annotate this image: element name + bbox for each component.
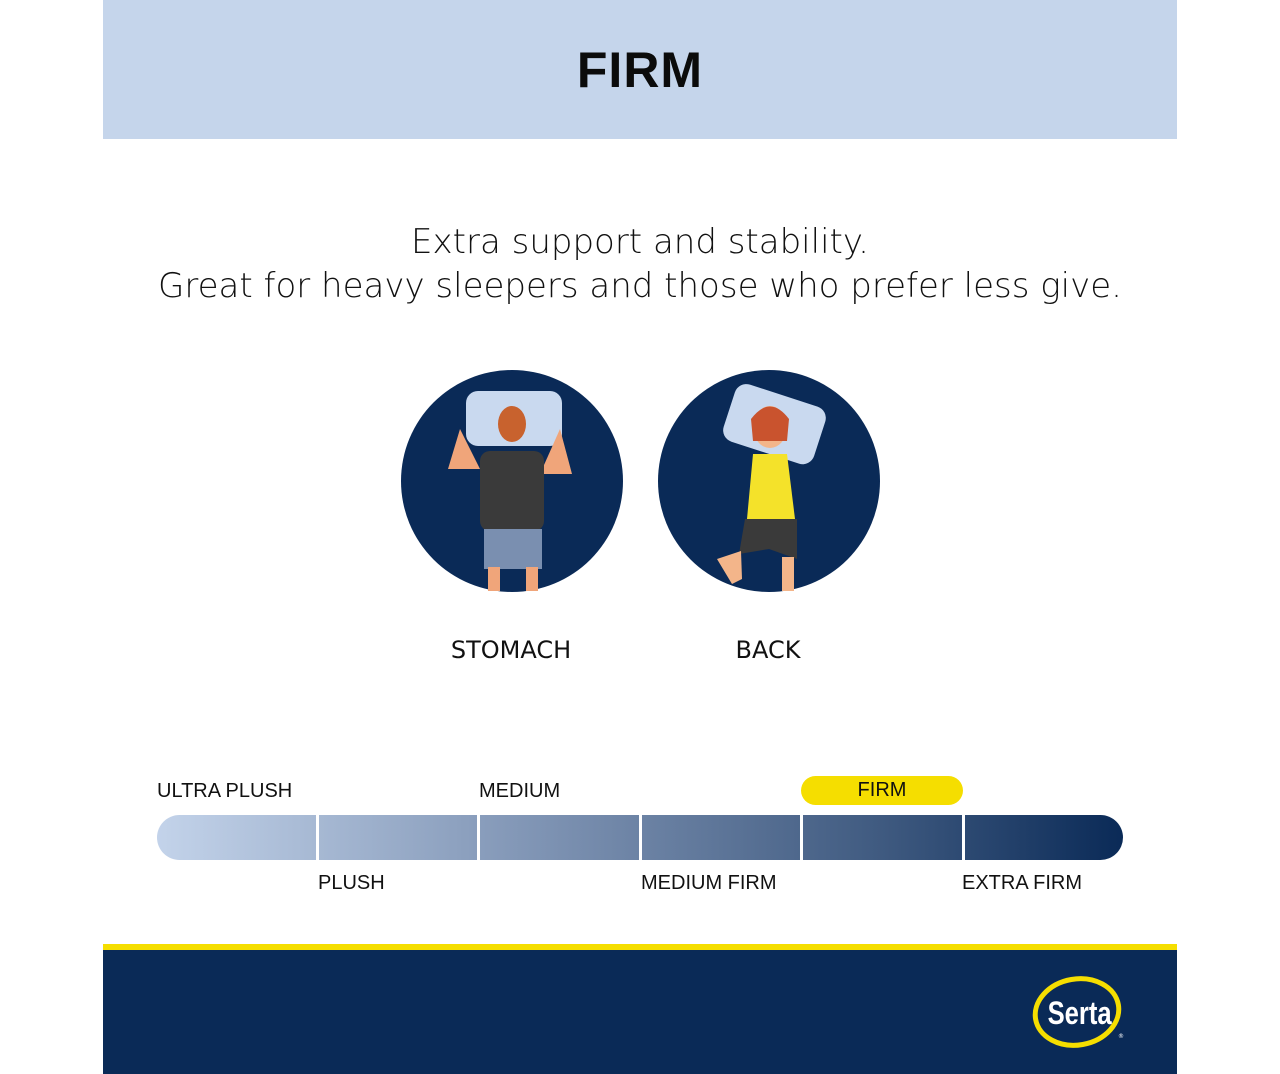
- tagline-line-2: Great for heavy sleepers and those who p…: [158, 266, 1122, 306]
- position-label-back: BACK: [735, 636, 801, 664]
- scale-segment-extra-firm: [965, 815, 1124, 860]
- scale-segment-firm: [803, 815, 965, 860]
- divider: [103, 944, 1177, 950]
- scale-segment-medium: [480, 815, 642, 860]
- serta-logo: Serta ®: [1032, 976, 1124, 1048]
- scale-label-plush: PLUSH: [318, 872, 385, 894]
- footer-band: [103, 950, 1177, 1074]
- position-label-stomach: STOMACH: [450, 636, 572, 664]
- stomach-sleeper-illustration: [401, 370, 623, 592]
- scale-label-firm: FIRM: [857, 779, 907, 801]
- scale-segment-ultra-plush: [157, 815, 319, 860]
- svg-text:®: ®: [1118, 1033, 1124, 1040]
- scale-label-medium-firm: MEDIUM FIRM: [641, 872, 777, 894]
- page-title: FIRM: [576, 41, 704, 98]
- scale-label-medium: MEDIUM: [479, 780, 561, 802]
- scale-segment-plush: [319, 815, 480, 860]
- tagline-line-1: Extra support and stability.: [411, 222, 869, 262]
- scale-label-extra-firm: EXTRA FIRM: [962, 872, 1083, 894]
- scale-selected-firm: FIRM: [801, 776, 963, 805]
- firmness-scale-bar: [157, 815, 1123, 860]
- header-band: FIRM: [103, 0, 1177, 139]
- back-sleeper-illustration: [658, 370, 880, 592]
- scale-segment-medium-firm: [642, 815, 803, 860]
- scale-label-ultra-plush: ULTRA PLUSH: [157, 780, 293, 802]
- svg-text:Serta: Serta: [1048, 996, 1113, 1031]
